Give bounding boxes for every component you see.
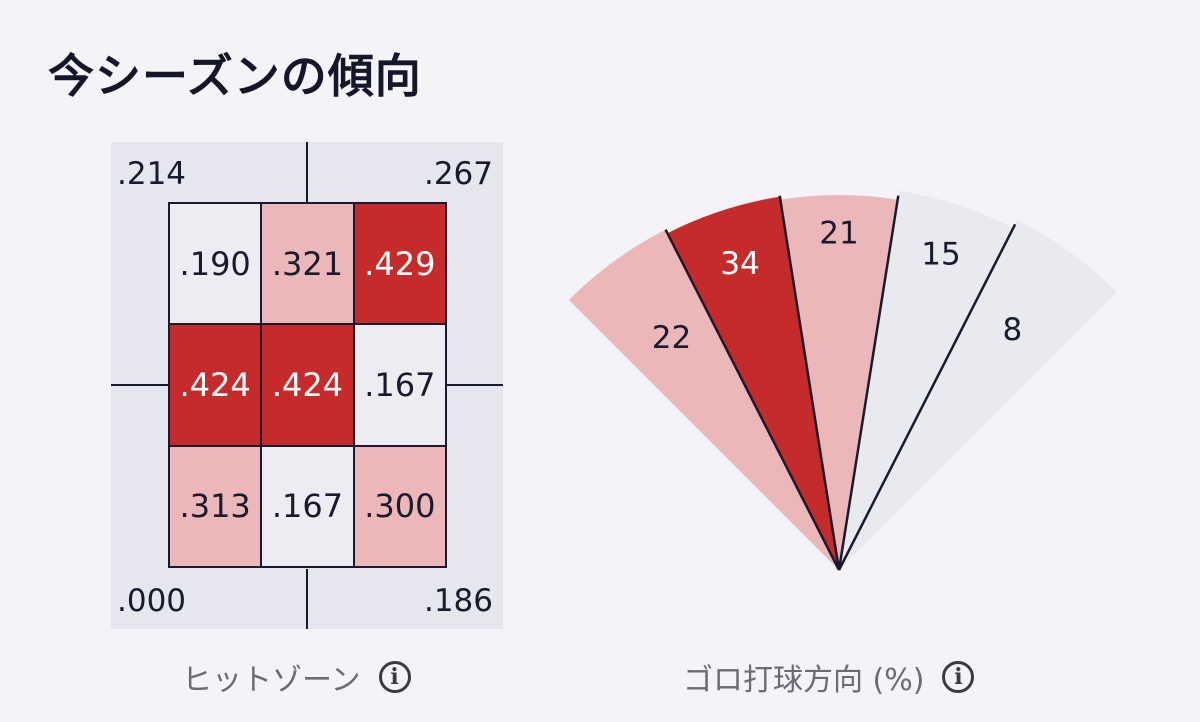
fan-segment-label: 21: [819, 216, 858, 252]
zone-cell-value: .424: [179, 365, 251, 404]
zone-cell: .424: [169, 324, 262, 446]
zone-cell: .424: [261, 324, 354, 446]
zone-cell: .321: [261, 203, 354, 325]
fan-divider: [664, 229, 841, 571]
zone-divider-left: [111, 384, 169, 386]
zone-cell-value: .424: [271, 365, 344, 404]
fan-segment-label: 22: [652, 320, 691, 356]
zone-divider-right: [447, 384, 503, 386]
hit-zone-caption-label: ヒットゾーン: [182, 663, 361, 698]
zone-cell: .300: [353, 445, 446, 567]
zone-divider-bottom: [306, 569, 308, 629]
zone-cell-value: .190: [179, 244, 251, 283]
corner-top-right: .267: [423, 156, 493, 192]
zone-cell-value: .429: [364, 244, 436, 283]
grounder-direction-fan: 22 34 21 15 8: [568, 190, 1117, 571]
corner-bottom-left: .000: [117, 583, 187, 619]
zone-cell: .167: [353, 324, 446, 446]
zone-cell: .167: [261, 445, 354, 567]
fan-segment-label: 34: [720, 246, 759, 282]
zone-cell: .190: [169, 203, 262, 325]
fan-segment: [568, 229, 839, 571]
zone-cell-value: .167: [364, 365, 436, 404]
hit-zone-caption: ヒットゾーン i: [182, 655, 411, 699]
zone-cell-value: .300: [364, 487, 436, 526]
info-icon[interactable]: i: [378, 661, 411, 693]
zone-divider-top: [306, 142, 308, 202]
zone-cell: .313: [169, 445, 262, 567]
page-title: 今シーズンの傾向: [48, 49, 422, 103]
fan-divider: [778, 195, 841, 571]
grounder-direction-caption-label: ゴロ打球方向 (%): [683, 663, 925, 698]
hit-zone-grid: .190 .321 .429 .424 .424 .167 .313 .167 …: [168, 202, 447, 568]
fan-divider: [837, 223, 1017, 571]
zone-cell-value: .167: [271, 487, 344, 526]
fan-divider: [837, 195, 900, 571]
info-icon[interactable]: i: [942, 661, 975, 693]
fan-segment-label: 15: [921, 237, 960, 273]
zone-cell-value: .321: [271, 244, 344, 283]
corner-top-left: .214: [117, 156, 187, 192]
grounder-direction-caption: ゴロ打球方向 (%) i: [683, 655, 975, 699]
fan-segment: [839, 190, 1014, 571]
fan-segment: [667, 196, 839, 570]
fan-segment: [839, 219, 1117, 570]
fan-segment: [780, 194, 898, 570]
zone-cell-value: .313: [179, 487, 251, 526]
fan-segment-label: 8: [1003, 312, 1023, 348]
corner-bottom-right: .186: [423, 583, 493, 619]
zone-cell: .429: [353, 203, 446, 325]
